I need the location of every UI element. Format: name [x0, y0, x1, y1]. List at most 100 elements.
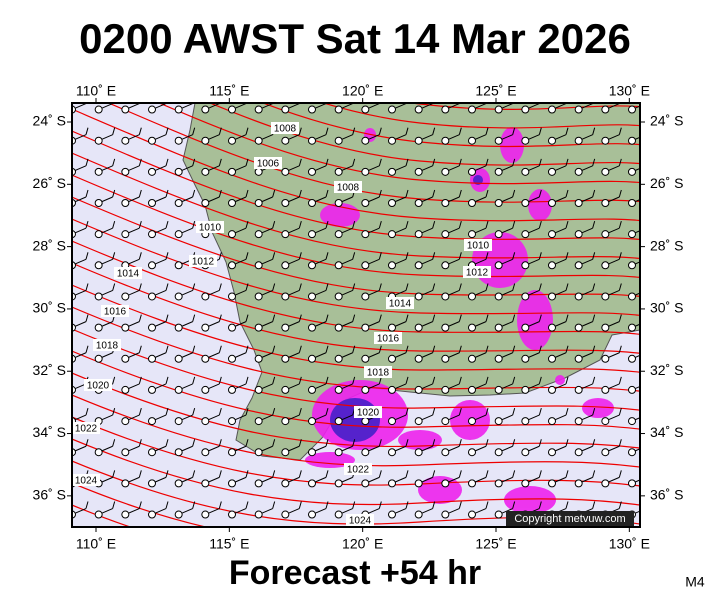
- barb-feather: [405, 345, 409, 353]
- subtitle: Forecast +54 hr: [229, 554, 481, 592]
- station: [388, 136, 396, 145]
- station: [121, 417, 130, 426]
- barb-feather: [112, 189, 116, 198]
- station: [94, 510, 103, 519]
- barb-feather: [218, 345, 222, 353]
- station: [148, 230, 156, 239]
- isobar-label: 1014: [117, 269, 140, 280]
- station: [548, 385, 556, 394]
- station: [94, 167, 103, 176]
- station: [388, 167, 396, 176]
- station: [254, 323, 263, 332]
- barb-feather: [112, 501, 116, 509]
- station: [628, 167, 636, 176]
- station: [174, 448, 183, 457]
- barb-feather: [245, 470, 249, 478]
- station: [414, 448, 423, 457]
- barb-feather: [272, 470, 276, 478]
- isobar-label: 1018: [96, 341, 119, 352]
- station: [228, 105, 236, 114]
- barb-feather: [192, 345, 196, 353]
- station: [414, 167, 423, 176]
- title: 0200 AWST Sat 14 Mar 2026: [79, 15, 631, 62]
- barb-feather: [325, 283, 329, 291]
- barb-feather: [405, 376, 409, 385]
- isobar: [72, 196, 640, 297]
- barb-feather: [138, 127, 142, 135]
- barb-feather: [565, 501, 569, 509]
- station: [228, 261, 236, 270]
- isobar: [72, 218, 640, 316]
- barb-feather: [298, 439, 302, 447]
- barb-feather: [432, 283, 436, 291]
- station: [334, 323, 343, 332]
- barb-feather: [512, 252, 516, 260]
- station: [228, 385, 236, 394]
- station: [121, 385, 130, 394]
- lat-label: 36˚ S: [650, 487, 683, 503]
- barb-feather: [298, 283, 302, 291]
- lat-label: 36˚ S: [33, 487, 66, 503]
- station: [121, 323, 130, 332]
- barb-feather: [565, 407, 569, 416]
- barb-feather: [298, 189, 302, 198]
- station: [281, 510, 290, 519]
- station: [414, 105, 423, 114]
- station: [228, 510, 236, 519]
- barb-feather: [378, 189, 382, 198]
- barb-feather: [485, 470, 489, 478]
- barb-feather: [272, 439, 276, 447]
- station: [281, 136, 290, 145]
- barb-feather: [485, 252, 489, 260]
- barb-feather: [458, 439, 462, 447]
- station: [601, 385, 610, 394]
- station: [548, 261, 556, 270]
- station: [628, 448, 636, 457]
- lon-label: 125˚ E: [475, 536, 516, 552]
- station: [334, 385, 343, 394]
- barb-feather: [432, 314, 436, 322]
- station: [121, 167, 130, 176]
- barb-feather: [298, 314, 302, 322]
- barb-feather: [538, 221, 542, 229]
- barb-feather: [538, 376, 542, 385]
- station: [361, 385, 370, 394]
- station: [308, 385, 316, 394]
- barb-feather: [538, 501, 542, 509]
- barb-feather: [458, 501, 462, 509]
- barb-feather: [458, 252, 462, 260]
- barb-feather: [458, 345, 462, 353]
- barb-feather: [485, 221, 489, 229]
- barb-feather: [485, 407, 489, 416]
- barb-feather: [458, 407, 462, 416]
- station: [148, 448, 156, 457]
- barb-feather: [192, 314, 196, 322]
- station: [174, 479, 183, 488]
- station: [121, 354, 130, 363]
- isobar-label-box: [354, 406, 382, 418]
- station: [628, 385, 636, 394]
- isobar-label: 1022: [347, 465, 370, 476]
- station: [414, 230, 423, 239]
- isobar: [72, 394, 640, 468]
- barb-feather: [298, 407, 302, 416]
- barb-feather: [565, 470, 569, 478]
- isobar: [157, 103, 640, 185]
- map-frame: [71, 102, 641, 528]
- barb-feather: [646, 408, 648, 415]
- barb-feather: [352, 439, 356, 447]
- isobar: [107, 103, 640, 203]
- barb-feather: [378, 221, 382, 229]
- station: [494, 167, 503, 176]
- station: [174, 417, 183, 426]
- station: [281, 479, 290, 488]
- isobar: [72, 108, 640, 222]
- barb-feather: [218, 501, 222, 509]
- isobar-labels: 1008 1006 1008 1010 1012 1014 1016 1018 1020 1022…: [72, 122, 492, 527]
- lon-label: 120˚ E: [342, 83, 383, 99]
- station: [441, 510, 450, 519]
- copyright: Copyright metvuw.com: [514, 513, 625, 525]
- barb-feather: [378, 127, 382, 135]
- barb-feather: [245, 439, 249, 447]
